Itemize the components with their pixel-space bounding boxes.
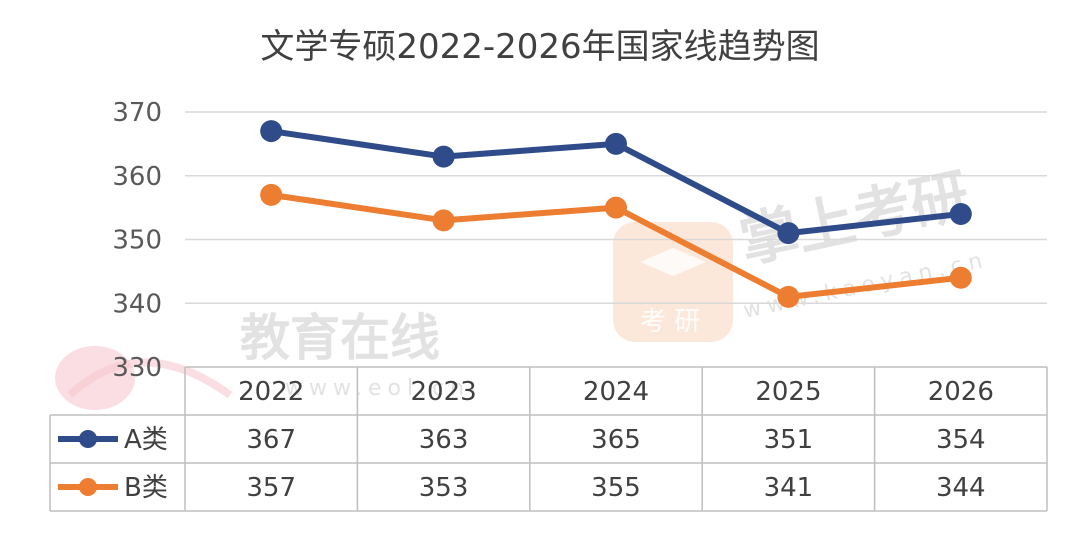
table-value-cell: 367	[246, 425, 296, 455]
data-table: 2022 2023 2024 2025 2026 A类 367 363 365 351 354 B类 3…	[49, 366, 1048, 512]
table-value-cell: 341	[764, 473, 814, 503]
x-category-label: 2024	[583, 377, 649, 407]
table-value-cell: 365	[591, 425, 641, 455]
eol-logo	[55, 346, 233, 410]
x-category-label: 2023	[411, 377, 477, 407]
table-value-cell: 355	[591, 473, 641, 503]
x-category-label: 2022	[238, 377, 304, 407]
data-point	[777, 285, 800, 308]
x-category-label: 2026	[928, 377, 994, 407]
watermark-badge-text: 考 研	[640, 307, 700, 337]
data-point	[605, 132, 627, 155]
table-value-cell: 354	[936, 425, 986, 455]
data-point	[260, 120, 283, 143]
watermark-eol-text: 教育在线	[240, 309, 440, 367]
table-value-cell: 344	[936, 473, 986, 503]
legend-label: B类	[124, 473, 168, 503]
legend-label: A类	[124, 425, 168, 455]
y-tick-label: 350	[112, 226, 162, 256]
gridlines	[185, 111, 1047, 304]
data-point	[777, 222, 800, 245]
legend-marker	[79, 430, 97, 448]
y-tick-label: 340	[112, 289, 162, 319]
table-value-cell: 357	[246, 473, 296, 503]
watermark-eol-url: www.eol.cn	[285, 376, 470, 401]
table-value-cell: 363	[419, 425, 469, 455]
data-point	[432, 145, 455, 168]
data-point	[605, 196, 627, 219]
y-axis-ticks: 330 340 350 360 370	[112, 98, 162, 383]
data-point	[949, 203, 972, 225]
table-value-cell: 353	[419, 473, 469, 503]
series-layer	[260, 120, 972, 308]
x-category-label: 2025	[755, 377, 821, 407]
chart-title: 文学专硕2022-2026年国家线趋势图	[260, 27, 819, 67]
data-point	[432, 209, 455, 232]
y-tick-label: 360	[112, 162, 162, 192]
watermark: 教育在线 www.eol.cn 考 研 掌上考研 www.kaoyan.cn	[55, 161, 991, 410]
y-tick-label: 370	[112, 98, 162, 128]
data-point	[949, 266, 972, 289]
table-value-cell: 351	[764, 425, 814, 455]
legend-marker	[79, 478, 97, 496]
data-point	[260, 183, 283, 206]
y-tick-label: 330	[112, 353, 162, 383]
